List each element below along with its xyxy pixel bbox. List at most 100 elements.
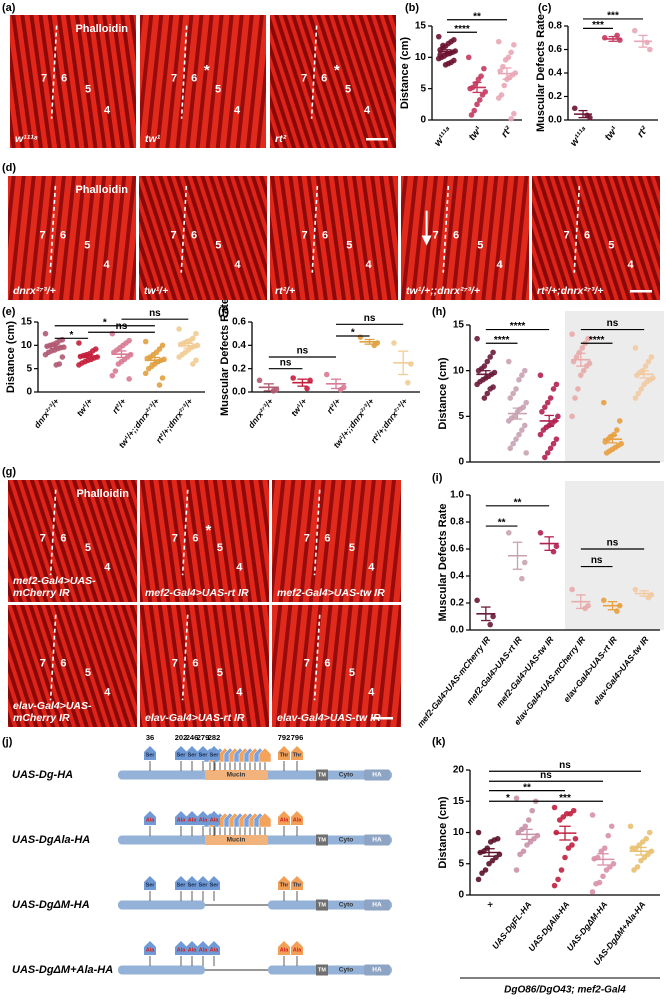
muscle-number: 6 (321, 73, 327, 85)
data-point (502, 57, 509, 63)
ha-tag (364, 769, 390, 781)
y-tick-label: 15 (415, 21, 427, 32)
data-point (589, 812, 596, 818)
site-marker (291, 746, 303, 760)
data-point (42, 330, 49, 337)
data-point (593, 880, 599, 887)
x-axis-label: DgO86/DgO43; mef2-Gal4 (504, 985, 626, 996)
y-axis-label: Distance (cm) (437, 796, 449, 868)
y-tick-label: 0.8 (548, 21, 562, 32)
data-point (484, 358, 491, 365)
data-point (193, 357, 199, 364)
data-point (474, 101, 480, 108)
muscle-number: 7 (563, 229, 569, 241)
marker: * (334, 62, 340, 79)
mucin-domain (205, 835, 268, 845)
residue-label: Ala (280, 817, 290, 823)
data-point (571, 105, 578, 112)
cyto-label: Cyto (339, 837, 353, 844)
data-point (537, 530, 544, 536)
data-point (555, 413, 561, 420)
panel-label: (b) (405, 2, 419, 14)
x-tick-label: w¹¹¹⁸ (432, 125, 454, 149)
data-point (59, 354, 66, 360)
y-tick-label: 10 (415, 52, 427, 63)
site-marker (291, 811, 303, 825)
y-tick-label: 15 (453, 796, 465, 807)
dashed-line (442, 185, 450, 273)
data-point (603, 450, 610, 456)
dashed-line (180, 25, 188, 119)
data-point (647, 46, 653, 53)
genotype: rt²/+ (275, 285, 295, 297)
dashed-line (49, 185, 57, 273)
data-point (487, 386, 493, 392)
x-tick-label: tw¹ (603, 124, 621, 143)
site-marker (144, 811, 156, 825)
data-point (525, 817, 532, 823)
site-marker (175, 876, 187, 890)
dashed-line (50, 25, 58, 119)
micrograph (139, 176, 267, 300)
data-point (505, 358, 512, 365)
muscle-number: 6 (324, 657, 330, 669)
data-point (600, 399, 607, 406)
residue-label: Ala (210, 817, 220, 823)
stain-label: Phalloidin (75, 23, 128, 35)
site-number: 36 (146, 733, 154, 742)
cyto-label: Cyto (339, 772, 353, 779)
micrograph (8, 480, 137, 602)
construct-name: UAS-DgΔM+Ala-HA (12, 964, 113, 976)
data-point (437, 52, 443, 58)
data-point (468, 112, 475, 118)
scale-bar (630, 290, 652, 293)
data-point (490, 613, 496, 620)
data-point (600, 873, 606, 880)
data-point (474, 597, 480, 604)
data-point (578, 372, 584, 379)
data-point (511, 110, 517, 117)
significance-label: ** (523, 782, 531, 793)
protein-bar (118, 965, 205, 975)
genotype: mCherry IR (13, 587, 70, 599)
y-axis-label: Distance (cm) (5, 321, 17, 393)
data-point (505, 530, 512, 536)
glycan (258, 812, 272, 828)
muscle-number: 7 (172, 532, 178, 544)
x-tick-label: tw¹/+ (74, 396, 94, 418)
site-marker (278, 811, 290, 825)
micrograph (140, 480, 269, 602)
data-point (634, 372, 640, 379)
data-point (632, 395, 639, 401)
data-point (631, 867, 637, 873)
data-point (497, 68, 503, 74)
muscle-number: 7 (40, 532, 46, 544)
data-point (547, 395, 554, 401)
residue-label: Ser (210, 882, 220, 888)
muscle-number: 7 (170, 229, 176, 241)
data-point (519, 575, 525, 582)
muscle-number: 4 (364, 105, 371, 117)
site-marker (186, 811, 198, 825)
panel-label: (a) (2, 2, 16, 14)
data-point (600, 597, 607, 604)
significance-label: ns (540, 770, 552, 781)
x-tick-label: w¹¹¹⁸ (568, 125, 590, 149)
data-point (519, 427, 525, 433)
significance-label: **** (589, 335, 605, 346)
y-tick-label: 5 (420, 83, 426, 94)
x-tick-label: × (484, 899, 495, 909)
x-tick-label: tw¹/+ (289, 396, 309, 418)
data-point (501, 82, 508, 89)
x-tick-label: rt² (635, 124, 651, 140)
data-point (645, 358, 652, 365)
data-point (632, 345, 639, 351)
data-point (513, 867, 520, 873)
data-point (142, 338, 149, 345)
data-point (553, 543, 560, 550)
data-point (495, 95, 502, 101)
data-point (551, 882, 558, 889)
protein-bar (268, 900, 392, 910)
data-point (579, 345, 586, 351)
